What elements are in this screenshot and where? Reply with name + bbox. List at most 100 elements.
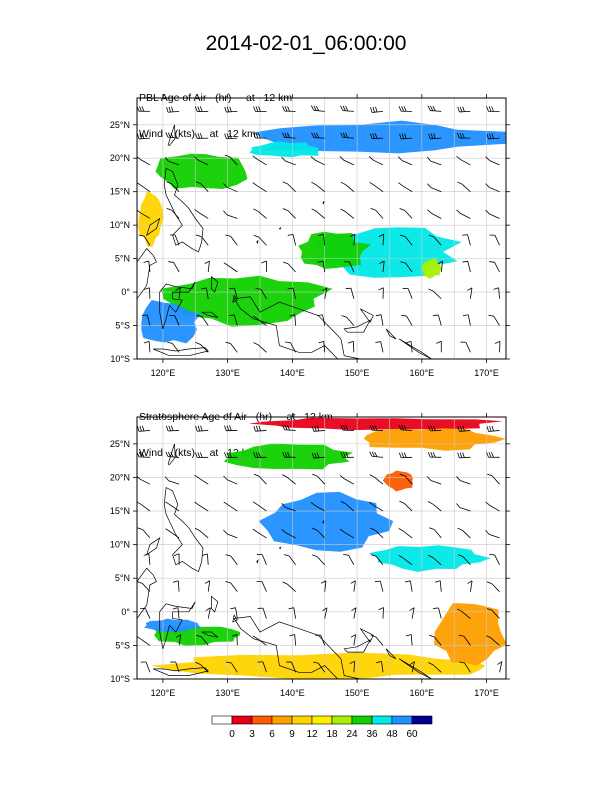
wind-barb-feather (400, 261, 406, 264)
map-area (137, 98, 506, 359)
wind-barb-feather (282, 474, 288, 478)
wind-barb (292, 234, 296, 246)
wind-barb-feather (137, 133, 140, 140)
wind-barb (491, 583, 500, 592)
wind-barb (198, 477, 209, 485)
wind-barb (431, 212, 442, 219)
wind-barb (285, 160, 296, 166)
wind-barb-feather (320, 580, 327, 584)
wind-barb-feather (369, 501, 374, 506)
wind-barb (401, 137, 413, 140)
wind-barb-feather (340, 500, 346, 505)
wind-barb-feather (488, 106, 492, 112)
wind-barb-feather (197, 106, 201, 112)
wind-barb (459, 110, 471, 113)
wind-barb-feather (488, 452, 492, 458)
wind-barb (287, 210, 296, 219)
wind-barb (322, 314, 326, 326)
wind-barb (324, 607, 328, 619)
wind-barb (352, 341, 355, 353)
wind-barb (227, 479, 238, 485)
wind-barb (227, 504, 238, 512)
wind-barb-feather (137, 209, 141, 214)
y-tick-label: 15°N (110, 187, 130, 197)
wind-barb-feather (165, 501, 171, 506)
y-tick-label: 5°S (115, 640, 130, 650)
wind-barb-feather (375, 314, 382, 317)
wind-barb-feather (171, 106, 174, 112)
wind-barb-feather (432, 314, 439, 316)
wind-barb-feather (349, 660, 355, 665)
coastline (137, 248, 157, 300)
wind-barb-feather (491, 133, 494, 139)
wind-barb-feather (457, 554, 464, 557)
wind-barb (409, 580, 413, 592)
wind-barb-feather (225, 554, 231, 557)
age-region (382, 470, 413, 492)
wind-barb-feather (462, 314, 469, 317)
coastline (385, 328, 397, 340)
wind-barb-feather (141, 451, 145, 458)
coastline (360, 308, 374, 323)
wind-barb (138, 430, 150, 432)
wind-barb-feather (486, 426, 489, 432)
y-tick-label: 5°S (115, 321, 130, 331)
y-tick-label: 5°N (115, 254, 130, 264)
wind-barb-feather (230, 607, 236, 610)
wind-barb-feather (375, 106, 378, 113)
wind-barb (353, 580, 356, 592)
wind-barb (401, 160, 413, 166)
wind-barb-feather (400, 234, 406, 237)
coastline (232, 614, 238, 623)
wind-barb (198, 159, 209, 166)
wind-barb (440, 261, 444, 273)
wind-barb-feather (284, 424, 288, 431)
wind-barb-feather (350, 634, 356, 638)
wind-barb (488, 534, 500, 539)
coastline (256, 558, 259, 564)
wind-barb-feather (223, 529, 228, 535)
wind-barb-feather (403, 425, 407, 431)
wind-barb (348, 261, 355, 273)
wind-barb-feather (175, 287, 181, 291)
age-region (249, 141, 320, 158)
wind-barb-feather (427, 501, 433, 505)
y-tick-label: 15°N (110, 506, 130, 516)
wind-barb (342, 110, 354, 112)
wind-barb (257, 318, 267, 326)
wind-barb-feather (310, 501, 316, 506)
wind-barb-feather (194, 527, 201, 532)
wind-barb (316, 529, 326, 539)
wind-barb (168, 136, 180, 139)
wind-barb-feather (226, 106, 230, 113)
wind-barb-feather (252, 155, 258, 160)
wind-barb-feather (489, 133, 492, 139)
wind-barb (139, 478, 151, 485)
wind-barb-feather (173, 553, 180, 557)
wind-barb-feather (348, 340, 354, 344)
wind-barb (467, 261, 471, 273)
wind-barb (494, 235, 500, 246)
wind-barb (205, 287, 209, 299)
coastline (399, 658, 432, 679)
wind-barb-feather (486, 581, 493, 585)
wind-barb-feather (226, 452, 230, 458)
wind-barb-feather (316, 425, 320, 432)
wind-barb-feather (252, 501, 258, 506)
wind-barb (344, 478, 355, 485)
wind-barb (345, 503, 355, 512)
wind-barb-feather (255, 425, 259, 432)
wind-barb-feather (143, 260, 149, 263)
wind-barb (494, 262, 500, 273)
wind-barb-feather (311, 527, 318, 531)
y-tick-label: 10°N (110, 540, 130, 550)
wind-barb-feather (494, 340, 501, 344)
wind-barb (256, 531, 267, 539)
wind-barb (201, 636, 209, 646)
wind-barb-feather (462, 425, 465, 432)
wind-barb-feather (345, 132, 349, 138)
wind-barb (462, 556, 471, 566)
wind-barb-feather (225, 341, 231, 344)
wind-barb (407, 288, 413, 299)
coastline (343, 319, 371, 333)
